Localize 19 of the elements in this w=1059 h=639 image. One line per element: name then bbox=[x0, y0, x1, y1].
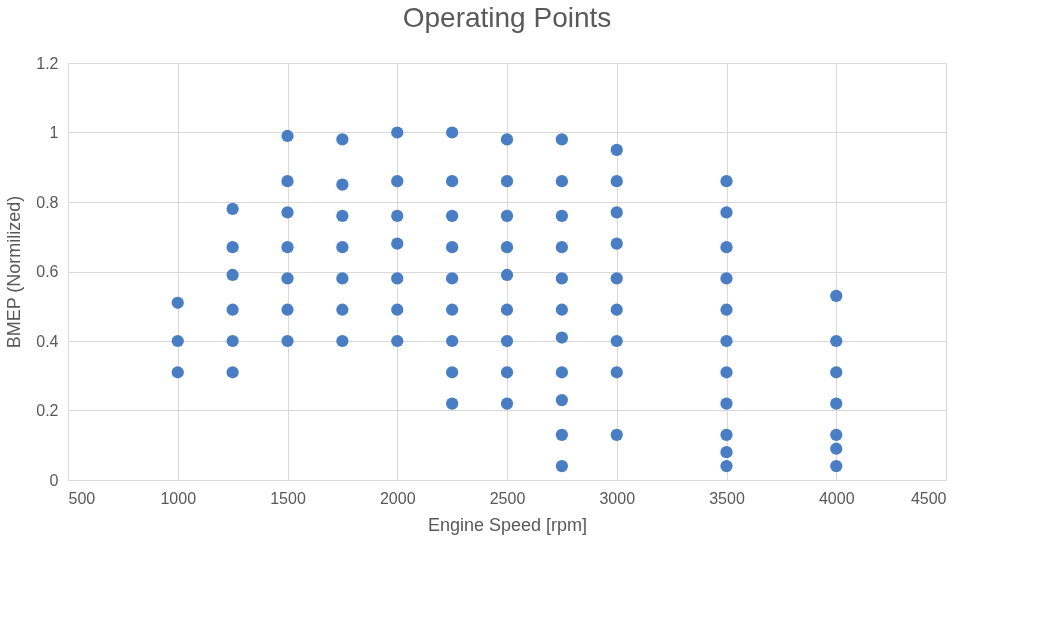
y-tick-label: 0.4 bbox=[36, 332, 59, 350]
x-tick-label: 2000 bbox=[379, 489, 416, 507]
y-tick-label: 0.6 bbox=[36, 263, 59, 280]
y-tick-label: 0.2 bbox=[36, 402, 59, 419]
x-tick-label: 500 bbox=[68, 489, 96, 507]
x-tick-label: 1000 bbox=[160, 489, 197, 507]
y-tick-label: 0 bbox=[49, 471, 59, 489]
x-tick-label: 4500 bbox=[910, 489, 947, 507]
x-tick-label: 4000 bbox=[818, 489, 855, 507]
y-tick-label: 1 bbox=[49, 124, 59, 141]
y-axis-title: BMEP (Normilized) bbox=[4, 195, 25, 349]
y-tick-label: 1.2 bbox=[36, 54, 59, 72]
chart-title: Operating Points bbox=[402, 2, 612, 33]
x-tick-label: 3000 bbox=[599, 489, 636, 507]
y-tick-label: 0.8 bbox=[36, 193, 59, 211]
x-axis-title: Engine Speed [rpm] bbox=[427, 514, 588, 535]
x-tick-label: 2500 bbox=[489, 489, 526, 507]
x-tick-label: 1500 bbox=[270, 489, 306, 507]
x-tick-label: 3500 bbox=[709, 489, 745, 507]
